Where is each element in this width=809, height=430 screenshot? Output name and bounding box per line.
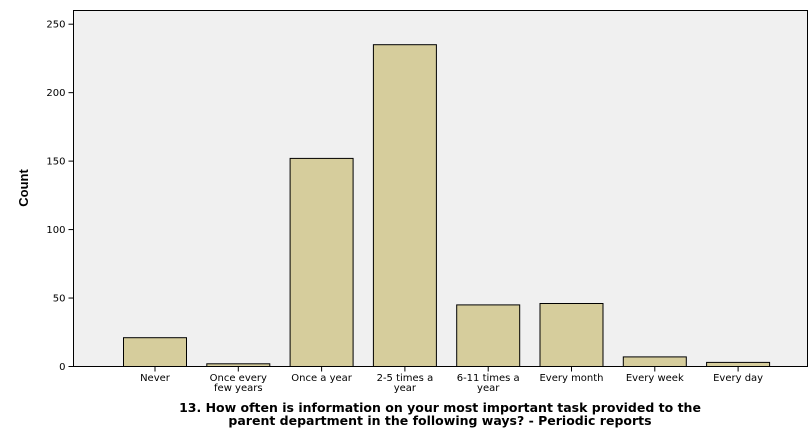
bar — [706, 361, 771, 367]
x-tick-label: Never — [140, 373, 171, 384]
y-axis-title: Count — [16, 169, 31, 207]
x-tick-label: Every week — [626, 373, 684, 384]
y-tick-label: 0 — [59, 362, 65, 373]
bars-group — [123, 44, 771, 368]
x-tick-label: Once every few years — [210, 373, 267, 394]
y-tick-label: 50 — [53, 294, 66, 305]
bar — [622, 356, 687, 367]
y-tick-label: 200 — [46, 88, 65, 99]
y-tick-label: 100 — [46, 225, 65, 236]
bar — [456, 304, 521, 367]
bar — [372, 44, 437, 367]
bar — [123, 337, 187, 368]
plot-area — [73, 10, 808, 367]
bar — [539, 303, 604, 367]
x-axis: Never Once every few years Once a year 2-5 t… — [140, 366, 763, 394]
x-tick-label: Once a year — [291, 373, 353, 384]
y-tick-label: 150 — [46, 157, 65, 168]
bar — [206, 363, 271, 367]
x-tick-label: Every month — [539, 373, 603, 384]
y-axis: 0 50 100 150 200 250 — [46, 20, 74, 373]
x-tick-label: 6-11 times a year — [457, 373, 520, 394]
bar — [289, 157, 354, 367]
x-tick-label: Every day — [713, 373, 763, 384]
x-axis-title: 13. How often is information on your mos… — [179, 400, 701, 428]
y-tick-label: 250 — [46, 20, 65, 31]
x-tick-label: 2-5 times a year — [377, 373, 434, 394]
